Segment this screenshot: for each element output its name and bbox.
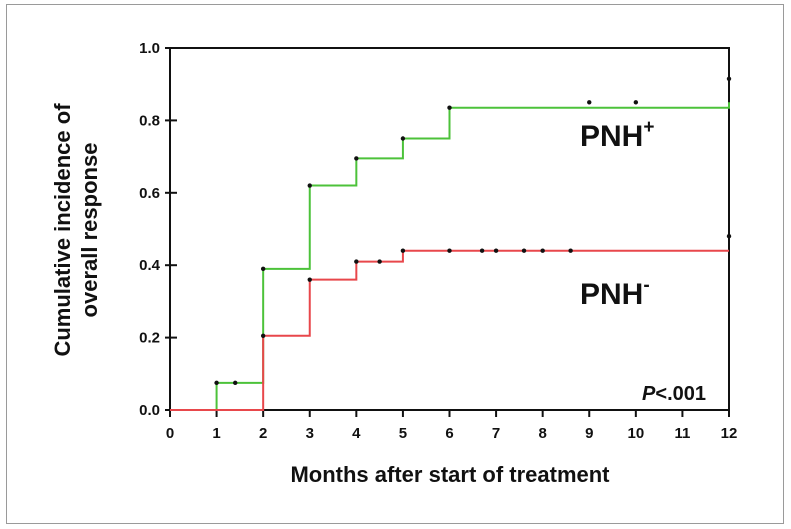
x-tick-label: 5 — [399, 425, 407, 442]
censor-mark-0 — [587, 100, 592, 105]
x-tick-label: 0 — [166, 425, 174, 442]
censor-mark-1 — [307, 277, 312, 282]
x-tick-label: 7 — [492, 425, 500, 442]
series-label-pnh-minus: PNH- — [580, 275, 650, 311]
censor-mark-1 — [260, 333, 266, 338]
x-tick-label: 9 — [585, 425, 593, 442]
censor-mark-1 — [479, 248, 485, 253]
x-tick-label: 4 — [352, 425, 361, 442]
censor-mark-1 — [354, 259, 359, 264]
p-value-annotation: P<.001 — [642, 383, 706, 405]
censor-mark-1 — [521, 248, 527, 253]
censor-mark-1 — [447, 248, 452, 253]
y-axis-label-line2: overall response — [77, 143, 102, 318]
censor-mark-0 — [260, 266, 266, 272]
y-tick-label: 1.0 — [139, 40, 160, 57]
x-tick-label: 10 — [627, 425, 644, 442]
plot-border — [169, 47, 730, 411]
x-tick-label: 6 — [445, 425, 453, 442]
chart-frame — [6, 4, 784, 524]
censor-mark-1 — [568, 248, 573, 253]
series-layer — [170, 76, 732, 411]
y-tick-label: 0.4 — [139, 257, 161, 274]
x-axis-label: Months after start of treatment — [290, 462, 610, 487]
x-tick-label: 3 — [306, 425, 314, 442]
censor-mark-1 — [493, 248, 499, 253]
y-axis-label-line1: Cumulative incidence of — [50, 103, 75, 357]
series-line-0 — [170, 102, 730, 411]
series-line-1 — [170, 249, 729, 411]
y-tick-label: 0.8 — [139, 112, 160, 129]
censor-mark-0 — [354, 156, 359, 161]
y-tick-label: 0.0 — [139, 402, 160, 419]
censor-mark-1 — [400, 248, 406, 253]
censor-mark-0 — [726, 76, 732, 81]
censor-mark-0 — [307, 183, 312, 188]
censor-mark-0 — [233, 380, 238, 386]
x-tick-label: 12 — [721, 425, 738, 442]
labels: Months after start of treatment Cumulati… — [50, 103, 706, 487]
y-tick-label: 0.2 — [139, 330, 160, 347]
series-label-pnh-plus: PNH+ — [580, 117, 654, 153]
censor-mark-0 — [447, 105, 452, 110]
y-tick-label: 0.6 — [139, 185, 160, 202]
censor-mark-1 — [540, 248, 545, 253]
x-tick-label: 2 — [259, 425, 267, 442]
x-tick-label: 1 — [212, 425, 220, 442]
censor-mark-0 — [400, 136, 406, 141]
censor-mark-0 — [633, 100, 639, 105]
x-tick-label: 11 — [674, 425, 690, 442]
x-tick-label: 8 — [538, 425, 546, 442]
censor-mark-0 — [214, 380, 219, 386]
censor-mark-1 — [377, 259, 382, 264]
axes: 0.00.20.40.60.81.00 1 2 3 4 5 6 7 8 9 10 11 12 — [139, 40, 737, 442]
censor-mark-1 — [726, 234, 732, 239]
